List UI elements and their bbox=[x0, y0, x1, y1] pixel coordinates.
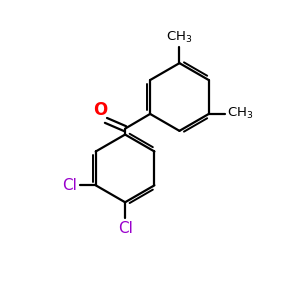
Text: Cl: Cl bbox=[118, 221, 133, 236]
Text: CH$_3$: CH$_3$ bbox=[166, 30, 193, 45]
Text: Cl: Cl bbox=[62, 178, 77, 193]
Text: CH$_3$: CH$_3$ bbox=[227, 106, 254, 122]
Text: O: O bbox=[94, 101, 108, 119]
